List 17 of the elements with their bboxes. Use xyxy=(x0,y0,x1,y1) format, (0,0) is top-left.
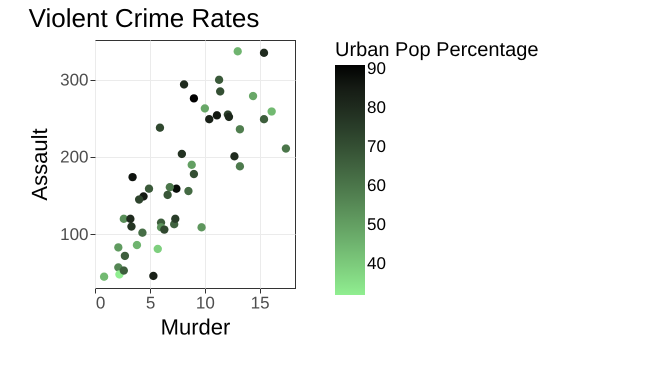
x-tick-label: 0 xyxy=(96,294,106,312)
x-tick-label: 15 xyxy=(250,294,270,312)
color-bar-label: 80 xyxy=(367,98,386,117)
color-bar-label: 70 xyxy=(367,136,386,156)
chart-title: Violent Crime Rates xyxy=(28,3,260,33)
color-bar-label: 90 xyxy=(367,58,386,78)
y-tick-label: 200 xyxy=(60,148,88,167)
x-tick-label: 5 xyxy=(146,294,156,312)
y-tick-label: 300 xyxy=(60,70,88,90)
x-tick-label: 10 xyxy=(196,294,215,312)
color-bar-label: 50 xyxy=(367,214,386,234)
y-tick-label: 100 xyxy=(60,224,88,244)
color-bar-label: 40 xyxy=(367,254,386,273)
color-bar-label: 60 xyxy=(367,176,386,195)
legend-title: Urban Pop Percentage xyxy=(335,39,538,61)
y-axis-title: Assault xyxy=(27,128,52,201)
x-axis-title: Murder xyxy=(160,314,230,340)
